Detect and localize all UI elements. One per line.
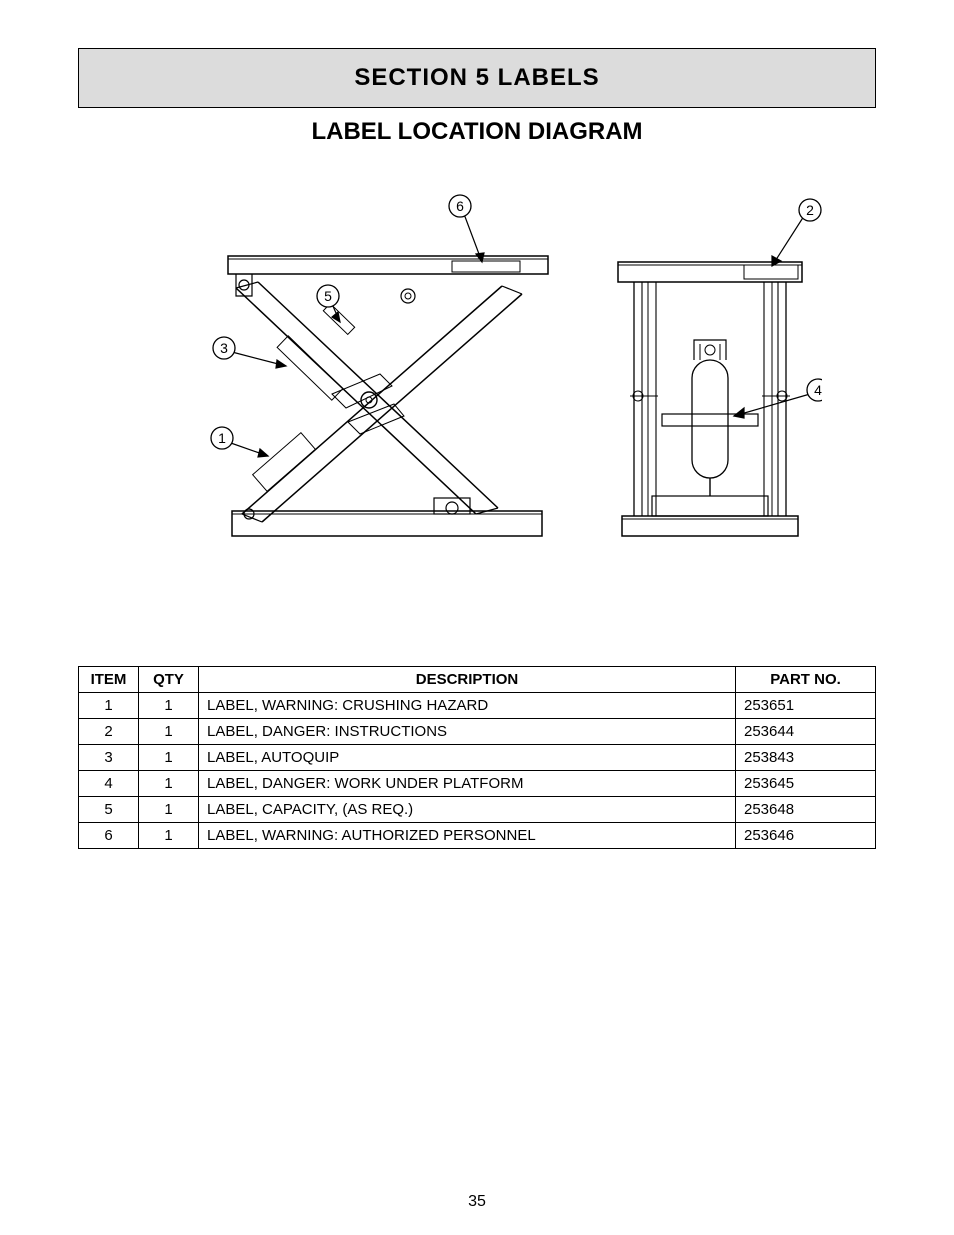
col-part: PART NO. [736,667,876,693]
table-row: 4 1 LABEL, DANGER: WORK UNDER PLATFORM 2… [79,771,876,797]
callout-1: 1 [211,427,233,449]
cell-qty: 1 [139,797,199,823]
table-row: 5 1 LABEL, CAPACITY, (AS REQ.) 253648 [79,797,876,823]
cell-part: 253843 [736,745,876,771]
cell-part: 253644 [736,719,876,745]
callout-2: 2 [799,199,821,221]
page-number-text: 35 [468,1193,486,1210]
labels-table-body: 1 1 LABEL, WARNING: CRUSHING HAZARD 2536… [79,693,876,849]
cell-part: 253648 [736,797,876,823]
cell-desc: LABEL, WARNING: CRUSHING HAZARD [199,693,736,719]
cell-item: 1 [79,693,139,719]
cell-desc: LABEL, DANGER: WORK UNDER PLATFORM [199,771,736,797]
subheader: LABEL LOCATION DIAGRAM [78,118,876,146]
page-number: 35 [0,1193,954,1211]
page: SECTION 5 LABELS LABEL LOCATION DIAGRAM [0,0,954,1235]
callout-1-text: 1 [218,430,226,446]
callout-2-text: 2 [806,202,814,218]
callout-5: 5 [317,285,339,307]
callout-6: 6 [449,195,471,217]
labels-table-head: ITEM QTY DESCRIPTION PART NO. [79,667,876,693]
cell-desc: LABEL, CAPACITY, (AS REQ.) [199,797,736,823]
callout-5-text: 5 [324,288,332,304]
col-qty: QTY [139,667,199,693]
cell-item: 5 [79,797,139,823]
callout-4-text: 4 [814,382,822,398]
section-header: SECTION 5 LABELS [78,48,876,108]
table-row: 2 1 LABEL, DANGER: INSTRUCTIONS 253644 [79,719,876,745]
table-row: 1 1 LABEL, WARNING: CRUSHING HAZARD 2536… [79,693,876,719]
labels-table: ITEM QTY DESCRIPTION PART NO. 1 1 LABEL,… [78,666,876,849]
section-title-text: SECTION 5 LABELS [354,64,599,92]
callout-4: 4 [807,379,822,401]
cell-desc: LABEL, DANGER: INSTRUCTIONS [199,719,736,745]
cell-part: 253646 [736,823,876,849]
cell-item: 3 [79,745,139,771]
callout-3-text: 3 [220,340,228,356]
cell-item: 6 [79,823,139,849]
cell-part: 253645 [736,771,876,797]
cell-desc: LABEL, AUTOQUIP [199,745,736,771]
label-location-diagram: 1 2 3 4 5 [132,176,822,576]
col-desc: DESCRIPTION [199,667,736,693]
cell-qty: 1 [139,771,199,797]
side-view [228,256,548,536]
table-row: 6 1 LABEL, WARNING: AUTHORIZED PERSONNEL… [79,823,876,849]
cell-qty: 1 [139,719,199,745]
cell-qty: 1 [139,745,199,771]
col-item: ITEM [79,667,139,693]
callout-6-text: 6 [456,198,464,214]
table-row: 3 1 LABEL, AUTOQUIP 253843 [79,745,876,771]
diagram-svg: 1 2 3 4 5 [132,176,822,576]
cell-item: 2 [79,719,139,745]
end-view [618,262,802,536]
cell-qty: 1 [139,693,199,719]
callout-3: 3 [213,337,235,359]
cell-part: 253651 [736,693,876,719]
cell-desc: LABEL, WARNING: AUTHORIZED PERSONNEL [199,823,736,849]
cell-qty: 1 [139,823,199,849]
cell-item: 4 [79,771,139,797]
subheader-text: LABEL LOCATION DIAGRAM [311,118,642,145]
